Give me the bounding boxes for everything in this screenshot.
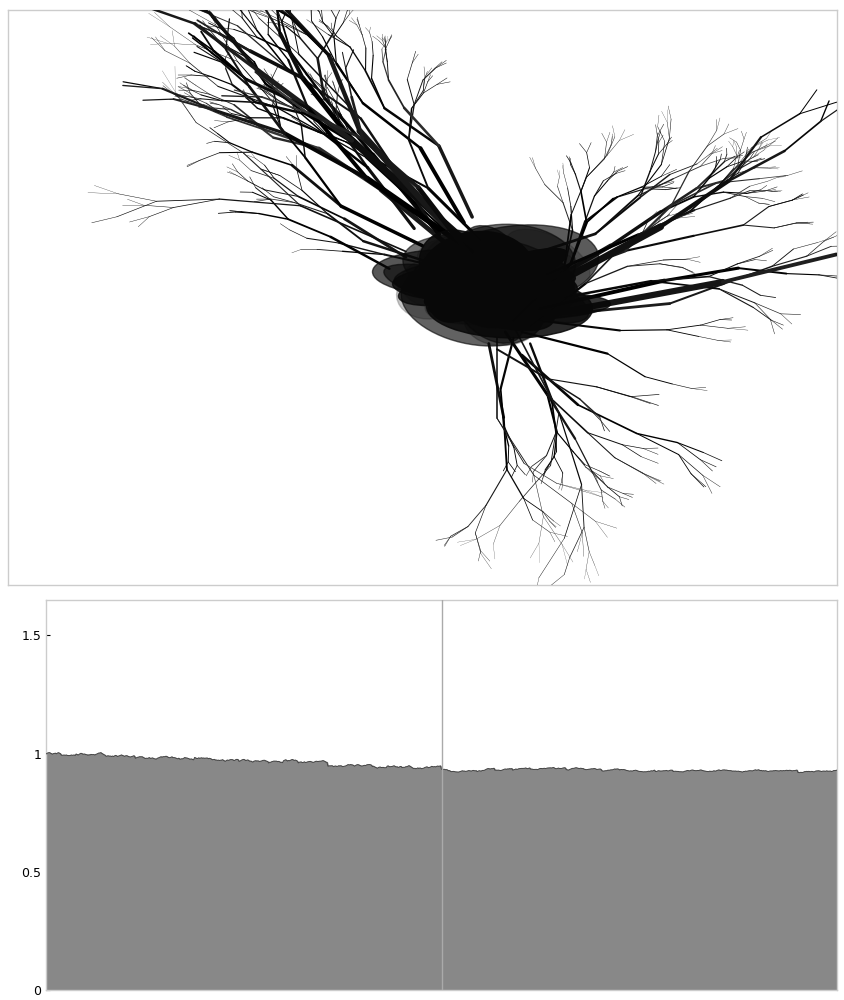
Ellipse shape bbox=[468, 287, 515, 321]
Ellipse shape bbox=[419, 230, 498, 302]
Ellipse shape bbox=[383, 264, 544, 319]
Ellipse shape bbox=[430, 266, 518, 316]
Ellipse shape bbox=[466, 264, 588, 323]
Ellipse shape bbox=[423, 234, 500, 287]
Ellipse shape bbox=[465, 292, 525, 324]
Ellipse shape bbox=[436, 248, 478, 272]
Ellipse shape bbox=[473, 255, 527, 292]
Ellipse shape bbox=[428, 292, 609, 320]
Ellipse shape bbox=[401, 263, 544, 346]
Ellipse shape bbox=[428, 245, 503, 322]
Ellipse shape bbox=[419, 266, 554, 331]
Ellipse shape bbox=[470, 264, 528, 319]
Ellipse shape bbox=[400, 258, 468, 308]
Ellipse shape bbox=[439, 270, 542, 315]
Ellipse shape bbox=[427, 225, 598, 308]
Ellipse shape bbox=[443, 283, 517, 324]
Ellipse shape bbox=[440, 262, 576, 304]
Ellipse shape bbox=[493, 287, 534, 327]
Ellipse shape bbox=[441, 281, 484, 321]
Ellipse shape bbox=[534, 266, 565, 284]
Ellipse shape bbox=[505, 229, 589, 287]
Ellipse shape bbox=[458, 226, 522, 297]
Ellipse shape bbox=[452, 274, 523, 343]
Ellipse shape bbox=[454, 243, 475, 294]
Ellipse shape bbox=[419, 231, 533, 317]
Ellipse shape bbox=[393, 258, 556, 297]
Ellipse shape bbox=[425, 284, 528, 324]
Ellipse shape bbox=[392, 268, 508, 300]
Ellipse shape bbox=[477, 264, 574, 325]
Ellipse shape bbox=[441, 224, 575, 303]
Ellipse shape bbox=[432, 252, 566, 297]
Ellipse shape bbox=[424, 248, 566, 307]
Ellipse shape bbox=[417, 239, 468, 273]
Ellipse shape bbox=[533, 251, 575, 280]
Ellipse shape bbox=[457, 246, 498, 282]
Ellipse shape bbox=[494, 283, 528, 316]
Ellipse shape bbox=[426, 277, 592, 338]
Ellipse shape bbox=[403, 234, 574, 311]
Ellipse shape bbox=[398, 272, 500, 305]
Ellipse shape bbox=[372, 249, 532, 296]
Ellipse shape bbox=[463, 289, 543, 346]
Ellipse shape bbox=[470, 268, 575, 292]
Ellipse shape bbox=[414, 260, 533, 285]
Ellipse shape bbox=[451, 248, 548, 328]
Ellipse shape bbox=[396, 269, 463, 319]
Ellipse shape bbox=[495, 269, 516, 301]
Ellipse shape bbox=[479, 285, 567, 311]
Ellipse shape bbox=[532, 268, 571, 291]
